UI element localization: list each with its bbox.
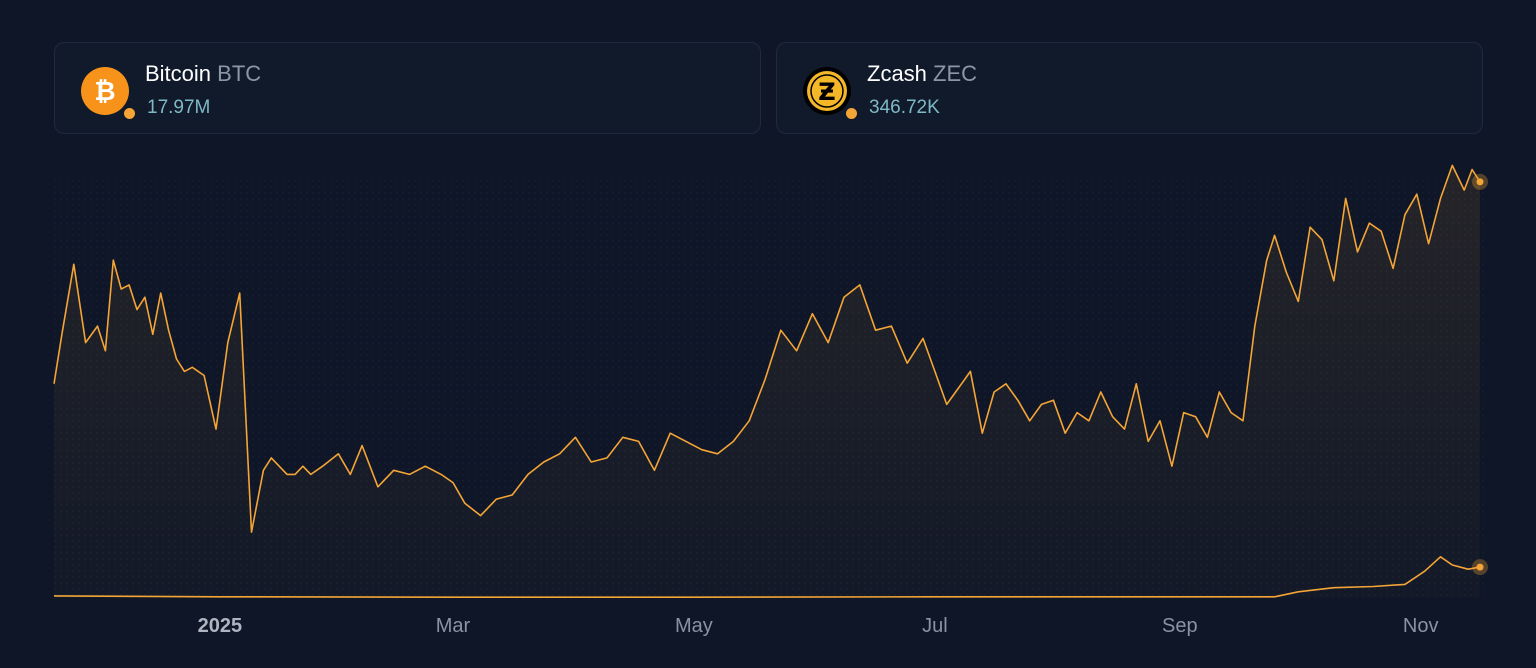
x-tick-label: Sep xyxy=(1162,615,1198,637)
x-tick-label: Jul xyxy=(922,615,948,637)
bitcoin-value: 17.97M xyxy=(147,97,211,118)
coin-name: Bitcoin xyxy=(145,61,212,86)
bitcoin-icon: ₿ xyxy=(81,67,129,115)
series-endpoint-marker[interactable] xyxy=(1476,563,1484,571)
series-area xyxy=(54,165,1480,598)
zcash-icon: Ƶ xyxy=(803,67,851,115)
zcash-card[interactable]: Ƶ Zcash ZEC 346.72K xyxy=(776,42,1483,134)
zcash-series-dot xyxy=(844,106,859,121)
zcash-title: Zcash ZEC xyxy=(867,61,977,87)
series-line xyxy=(53,164,1481,533)
bitcoin-card[interactable]: ₿ Bitcoin BTC 17.97M xyxy=(54,42,761,134)
x-tick-label: Nov xyxy=(1403,615,1439,637)
x-tick-label: Mar xyxy=(436,615,471,637)
x-tick-label: May xyxy=(675,615,713,637)
x-tick-label: 2025 xyxy=(198,615,243,637)
coin-ticker: BTC xyxy=(217,61,262,86)
bitcoin-title: Bitcoin BTC xyxy=(145,61,261,87)
coin-name: Zcash xyxy=(867,61,927,86)
series-line xyxy=(53,556,1481,598)
svg-text:Ƶ: Ƶ xyxy=(818,78,835,106)
svg-text:₿: ₿ xyxy=(94,77,115,107)
coin-ticker: ZEC xyxy=(933,61,978,86)
series-endpoint-marker[interactable] xyxy=(1476,178,1484,186)
zcash-value: 346.72K xyxy=(869,97,940,118)
bitcoin-series-dot xyxy=(122,106,137,121)
